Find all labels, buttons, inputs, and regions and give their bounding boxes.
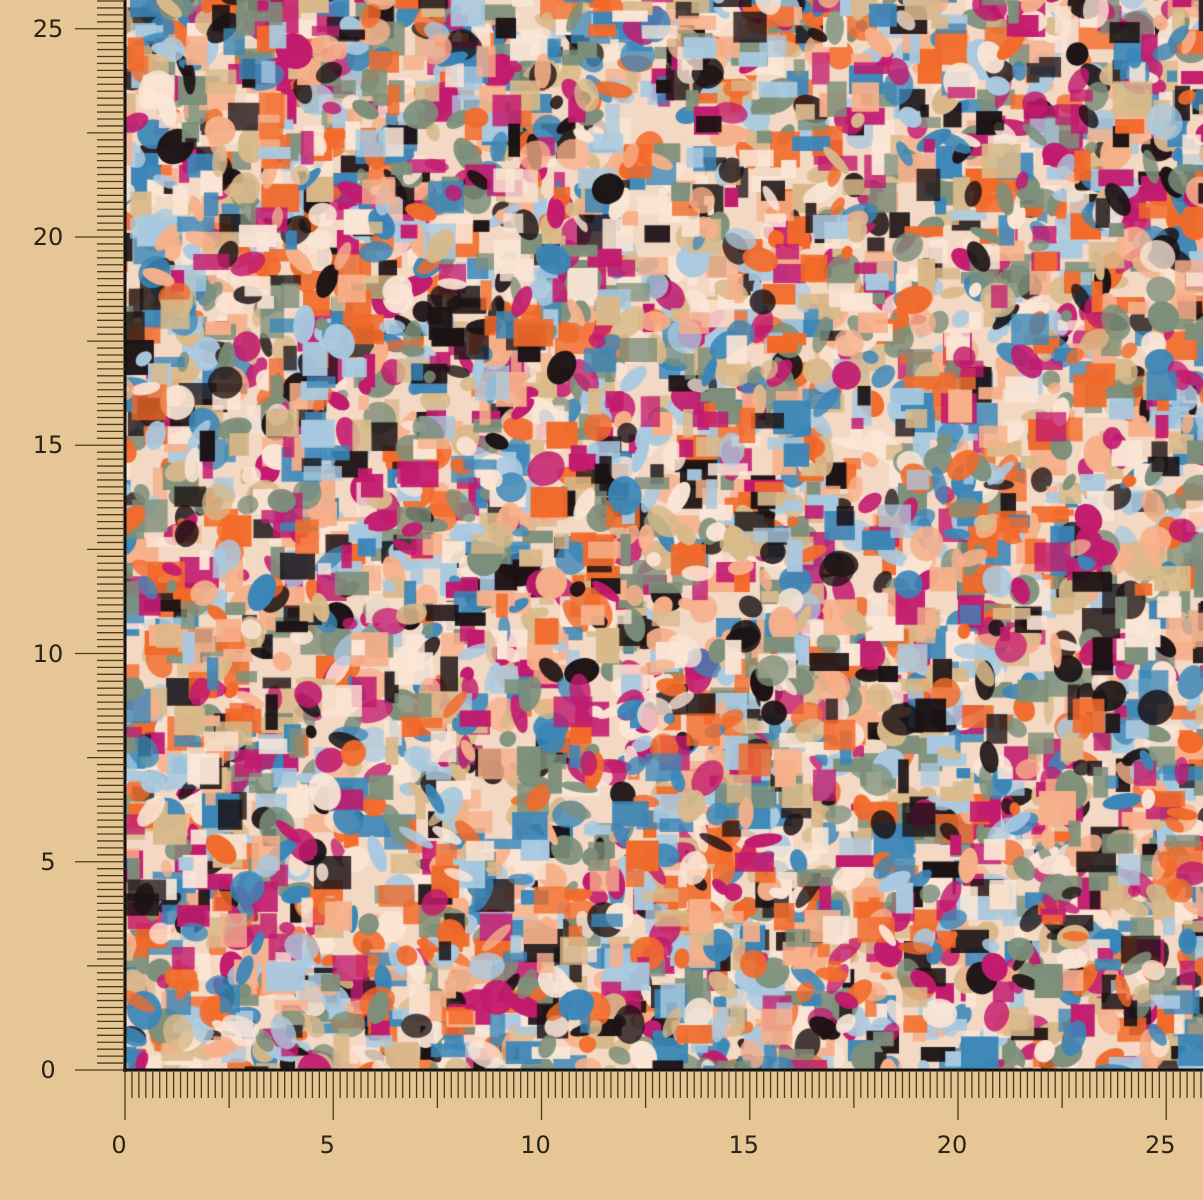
y-tick-label: 0	[40, 1056, 56, 1084]
fabric-swatch-image	[125, 0, 1203, 1070]
y-tick-label: 10	[32, 639, 64, 668]
x-tick-label: 5	[319, 1131, 335, 1159]
y-tick-label: 15	[32, 431, 64, 460]
x-tick-label: 0	[111, 1131, 127, 1159]
y-tick-label: 20	[32, 223, 64, 251]
x-tick-label: 15	[728, 1131, 760, 1159]
x-tick-label: 10	[520, 1131, 551, 1159]
x-tick-label: 25	[1144, 1131, 1176, 1159]
y-tick-label: 5	[40, 847, 56, 876]
y-tick-label: 25	[32, 14, 64, 43]
x-tick-label: 20	[936, 1131, 968, 1159]
